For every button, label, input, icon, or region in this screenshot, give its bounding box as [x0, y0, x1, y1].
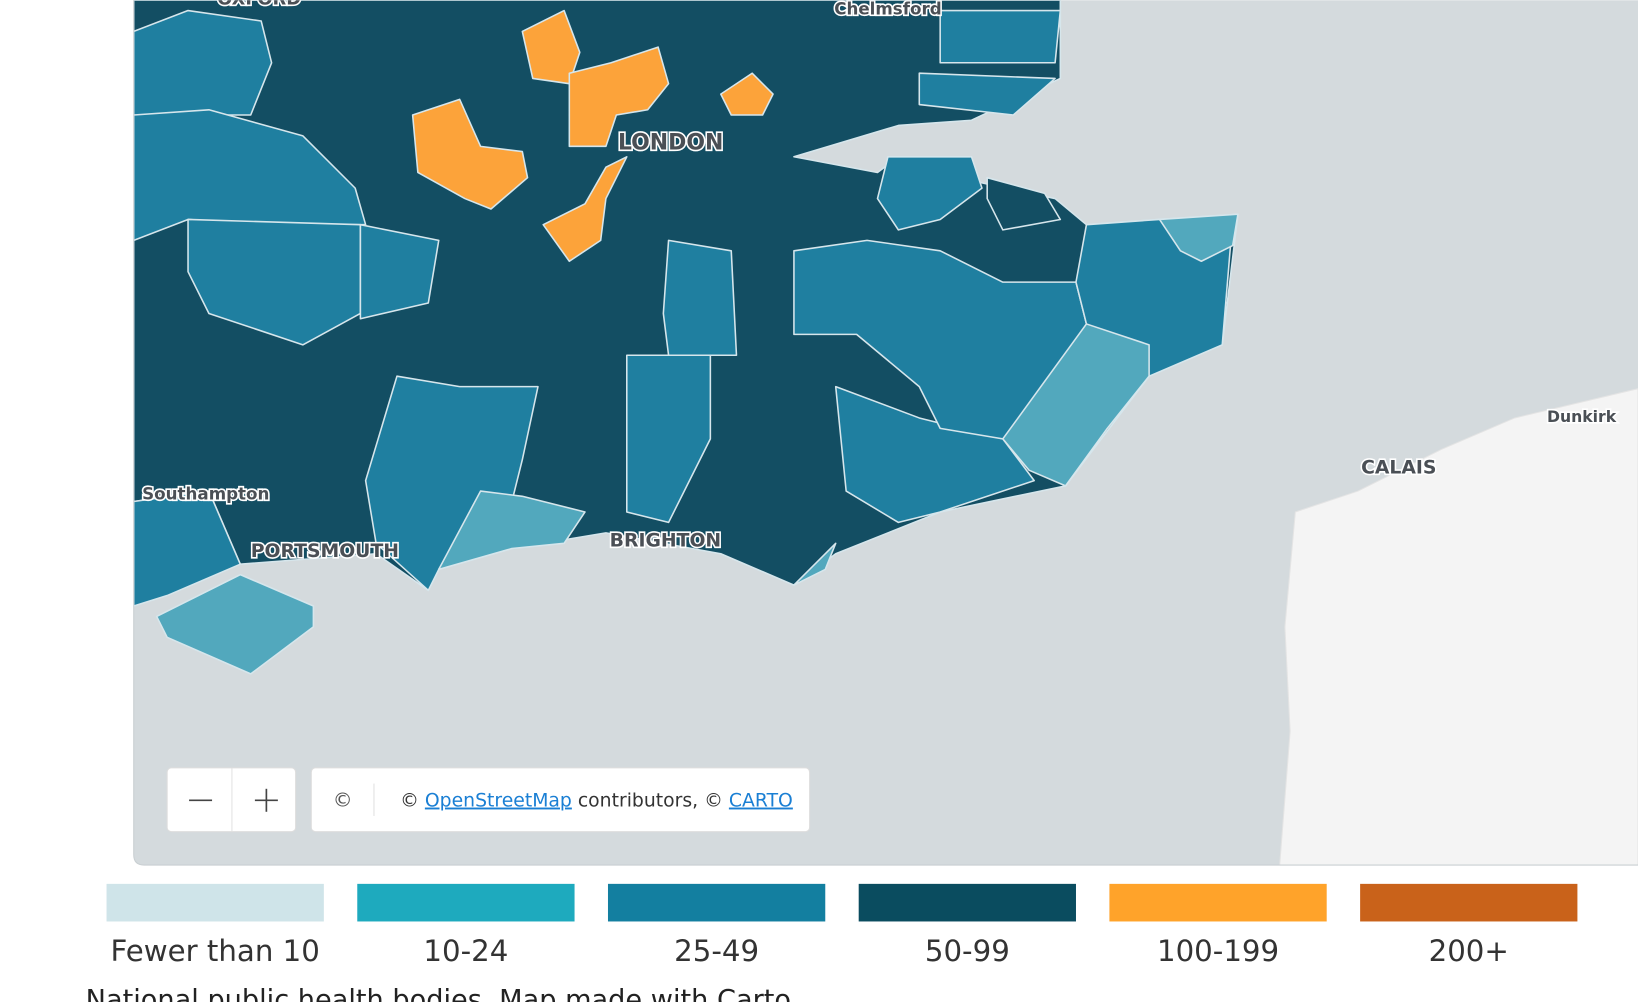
- legend-swatch: [1360, 883, 1578, 922]
- legend-label: 50-99: [925, 934, 1010, 968]
- place-label: Dunkirk: [1547, 407, 1617, 426]
- attribution-prefix: ©: [400, 791, 425, 812]
- attribution-text: © OpenStreetMap contributors, © CARTO: [400, 791, 793, 812]
- place-label: CALAIS: [1361, 457, 1436, 478]
- attribution-middle: contributors, ©: [572, 791, 729, 812]
- place-label: LONDON: [618, 130, 723, 155]
- legend-label: 200+: [1429, 934, 1509, 968]
- zoom-out[interactable]: [167, 768, 232, 832]
- legend-label: Fewer than 10: [111, 934, 320, 968]
- place-label: Southampton: [142, 483, 269, 503]
- legend-label: 10-24: [423, 934, 508, 968]
- legend-swatch: [106, 883, 324, 922]
- legend-swatch: [607, 883, 826, 922]
- regions: [133, 0, 1239, 675]
- legend-swatch: [357, 883, 575, 922]
- zoom-in[interactable]: [232, 768, 296, 832]
- attribution-box: [310, 767, 811, 833]
- zoom-controls: [166, 767, 297, 833]
- osm-link[interactable]: OpenStreetMap: [425, 791, 572, 812]
- attribution-icon[interactable]: ©: [333, 789, 353, 812]
- legend-swatch: [1109, 883, 1327, 922]
- place-label: BRIGHTON: [610, 530, 722, 551]
- legend-swatch: [858, 883, 1076, 922]
- carto-link[interactable]: CARTO: [729, 791, 793, 812]
- place-label: PORTSMOUTH: [251, 541, 399, 562]
- legend-label: 25-49: [674, 934, 759, 968]
- legend: Fewer than 10 10-24 25-49 50-99 100-199 200+: [106, 883, 1578, 968]
- place-label: OXFORD: [217, 0, 301, 9]
- map-border: [133, 0, 1638, 866]
- map[interactable]: OXFORD Chelmsford LONDON Southampton POR…: [133, 0, 1638, 866]
- place-label: Chelmsford: [834, 0, 942, 19]
- source-note: National public health bodies. Map made …: [86, 985, 791, 1002]
- france: [1279, 388, 1638, 866]
- attribution: © © OpenStreetMap contributors, © CARTO: [310, 767, 811, 833]
- legend-label: 100-199: [1157, 934, 1279, 968]
